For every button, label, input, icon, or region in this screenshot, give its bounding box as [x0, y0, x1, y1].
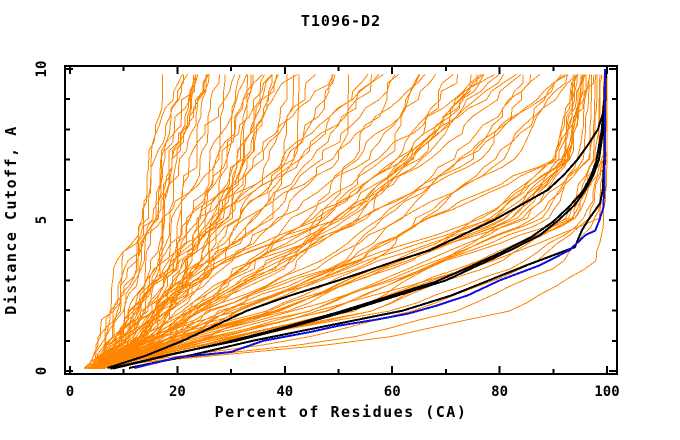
ensemble-curve: [90, 74, 517, 370]
x-axis-title: Percent of Residues (CA): [215, 403, 468, 421]
ensemble-curve: [83, 74, 188, 369]
y-axis-title: Distance Cutoff, A: [2, 125, 20, 315]
x-tick-label: 40: [276, 384, 293, 400]
ensemble-curve: [88, 74, 236, 370]
x-tick-label: 100: [594, 384, 619, 400]
ensemble-curve: [91, 74, 522, 370]
ensemble-curve: [92, 74, 436, 370]
x-tick-label: 80: [491, 384, 508, 400]
ensemble-curve: [88, 74, 298, 370]
ensemble-curve: [92, 74, 485, 369]
ensemble-curve: [92, 74, 532, 370]
axes-layer: 0 20 40 60 80 100 0 5 10: [34, 61, 620, 400]
ensemble-curve: [87, 74, 317, 369]
ensemble-curve: [95, 74, 420, 370]
x-tick-label: 0: [66, 384, 74, 400]
reference-black-mid-1: [110, 68, 607, 370]
ensemble-curve: [95, 74, 591, 370]
ensemble-curve: [93, 74, 295, 370]
ensemble-curve: [93, 74, 584, 370]
ensemble-curve: [95, 74, 454, 370]
ensemble-curve: [95, 74, 458, 370]
ensemble-curve: [94, 74, 273, 369]
ensemble-curve: [89, 74, 500, 370]
ensemble-curve: [93, 74, 541, 370]
ensemble-curve: [90, 74, 579, 369]
x-tick-label: 20: [169, 384, 186, 400]
ensemble-curve-outlier: [95, 74, 608, 370]
ensemble-curve: [88, 74, 336, 369]
ensemble-curve: [95, 74, 585, 370]
ensemble-curve: [90, 74, 226, 369]
ensemble-curve: [88, 74, 300, 370]
ensemble-curve: [88, 74, 210, 369]
y-tick-label: 10: [34, 61, 50, 78]
ensemble-curve: [93, 74, 584, 370]
ensemble-curve: [99, 74, 597, 370]
ensemble-curve-outlier: [96, 74, 608, 370]
ensemble-curve: [87, 74, 184, 369]
ensemble-curve: [93, 74, 563, 370]
ensemble-curve: [92, 74, 221, 370]
ensemble-curve: [85, 74, 333, 370]
ensemble-curve: [87, 74, 495, 370]
ensemble-curve: [93, 74, 273, 369]
ensemble-curve: [91, 74, 278, 370]
ensemble-curve: [97, 74, 478, 370]
ensemble-curve: [92, 74, 484, 370]
x-tick-label: 60: [384, 384, 401, 400]
reference-black-upper: [107, 68, 607, 369]
ensemble-curve: [89, 74, 574, 370]
ensemble-curve: [92, 74, 593, 370]
ensemble-curve: [89, 74, 209, 369]
ensemble-curve: [92, 74, 568, 370]
ensemble-curve: [89, 74, 252, 369]
curves-layer: [83, 68, 608, 370]
ensemble-curve: [94, 74, 273, 370]
ensemble-curve: [100, 74, 601, 370]
ensemble-curve: [85, 74, 384, 370]
ensemble-curve: [91, 74, 566, 370]
ensemble-curve: [83, 74, 164, 370]
reference-black-low: [128, 68, 607, 369]
ensemble-curve: [91, 74, 426, 370]
chart-title: T1096-D2: [301, 12, 381, 30]
best-model-blue: [134, 69, 606, 369]
reference-black-mid-2: [112, 68, 607, 370]
ensemble-curve: [91, 74, 373, 370]
ensemble-curve: [99, 74, 576, 370]
y-tick-label: 0: [34, 367, 50, 375]
y-tick-label: 5: [34, 216, 50, 224]
